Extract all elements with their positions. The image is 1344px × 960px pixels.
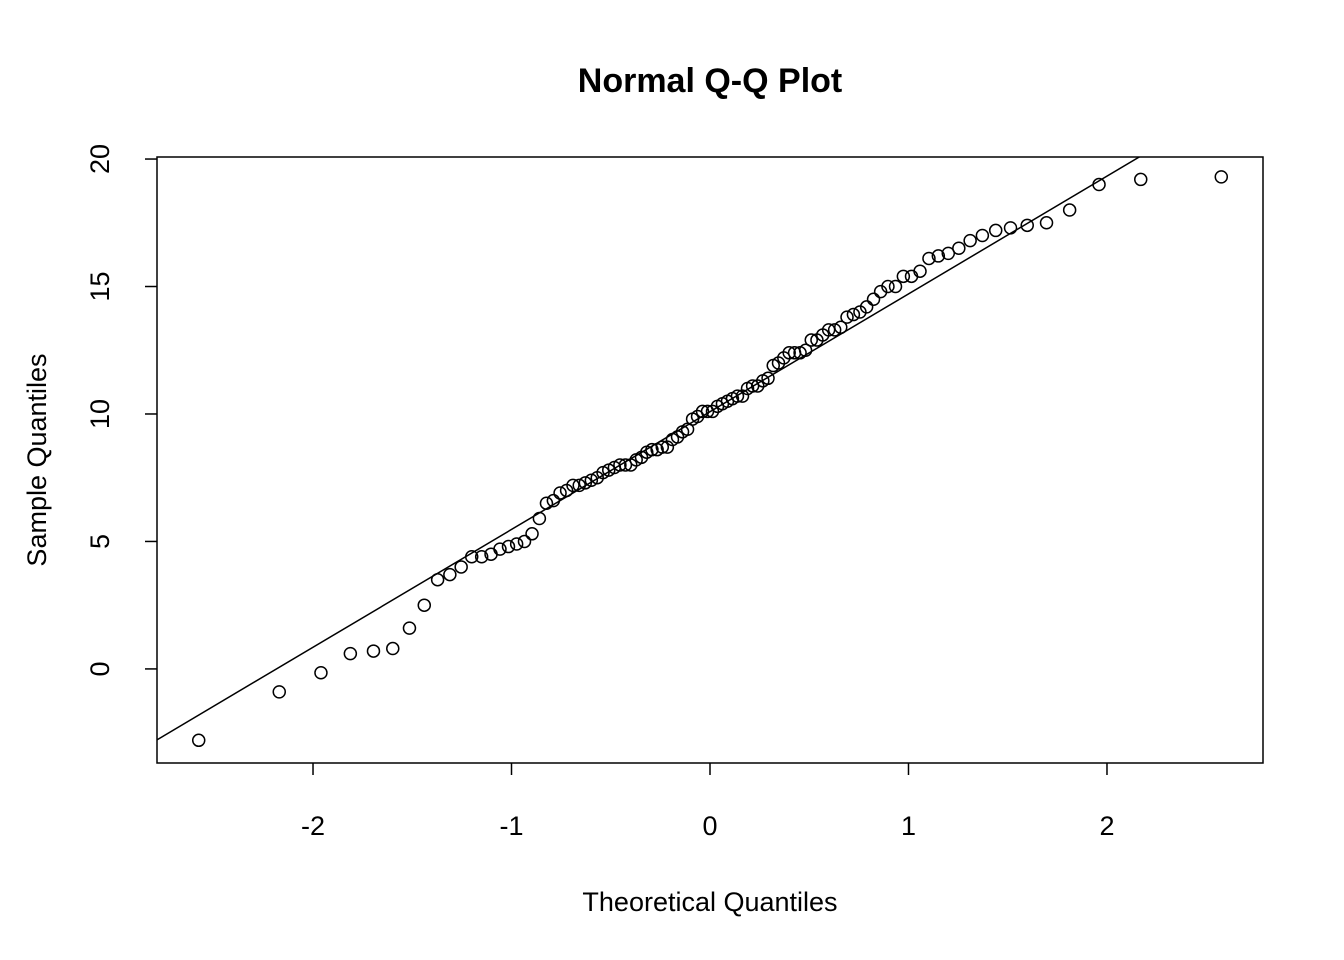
point — [655, 440, 670, 454]
point — [840, 310, 854, 324]
y-tick-label: 10 — [85, 399, 115, 429]
point — [750, 379, 765, 393]
x-tick-label: -2 — [301, 811, 325, 841]
point — [1020, 218, 1034, 233]
chart-title: Normal Q-Q Plot — [578, 62, 842, 100]
point — [1039, 216, 1054, 230]
point — [566, 478, 580, 493]
point — [578, 476, 593, 490]
plot-box — [156, 156, 1264, 764]
point — [931, 249, 946, 263]
point — [517, 534, 532, 549]
point — [881, 279, 895, 294]
x-tick-label: 0 — [702, 811, 717, 841]
point — [501, 539, 516, 554]
y-tick-label: 15 — [85, 271, 115, 301]
point — [827, 323, 842, 337]
point — [402, 621, 417, 635]
point — [730, 389, 745, 403]
point — [314, 666, 328, 680]
point — [539, 496, 554, 510]
y-tick-label: 20 — [85, 144, 115, 174]
point — [846, 307, 861, 322]
point — [922, 251, 936, 266]
point — [782, 346, 796, 360]
point — [834, 320, 848, 335]
point — [584, 473, 599, 488]
point — [464, 550, 479, 564]
point — [454, 560, 468, 574]
point — [804, 333, 819, 347]
point — [525, 527, 539, 541]
point — [532, 511, 547, 526]
point — [546, 493, 561, 508]
point — [417, 598, 432, 612]
point — [1214, 170, 1229, 184]
x-tick-label: -1 — [499, 811, 523, 841]
point — [1092, 177, 1106, 192]
point — [866, 292, 881, 307]
x-tick-label: 1 — [901, 811, 916, 841]
point — [1062, 203, 1077, 217]
point — [430, 572, 445, 587]
point — [913, 264, 927, 278]
point — [941, 246, 956, 261]
point — [798, 343, 813, 357]
point — [670, 430, 685, 444]
x-tick-label: 2 — [1099, 811, 1114, 841]
point — [343, 646, 358, 661]
point — [386, 641, 400, 656]
point — [509, 537, 524, 551]
point — [896, 269, 911, 284]
point — [618, 458, 633, 472]
point — [853, 305, 867, 319]
point — [613, 458, 627, 472]
point — [975, 228, 990, 243]
point — [493, 542, 507, 556]
point — [705, 404, 720, 419]
qq-line — [157, 157, 1141, 741]
point — [272, 685, 287, 699]
point — [1003, 221, 1018, 235]
point — [888, 279, 903, 294]
point — [572, 478, 586, 493]
point — [366, 644, 381, 658]
point — [1133, 172, 1148, 187]
x-axis-label: Theoretical Quantiles — [582, 887, 837, 917]
y-tick-label: 5 — [85, 534, 115, 549]
point — [443, 567, 457, 582]
y-tick-label: 0 — [85, 661, 115, 676]
y-axis-label: Sample Quantiles — [22, 353, 52, 566]
point — [553, 486, 567, 500]
point — [963, 233, 977, 248]
point — [988, 223, 1003, 238]
point — [952, 241, 966, 256]
point — [645, 442, 659, 457]
point — [761, 371, 775, 386]
point — [695, 404, 710, 419]
point — [474, 550, 489, 564]
point — [859, 300, 874, 314]
point — [191, 733, 206, 748]
